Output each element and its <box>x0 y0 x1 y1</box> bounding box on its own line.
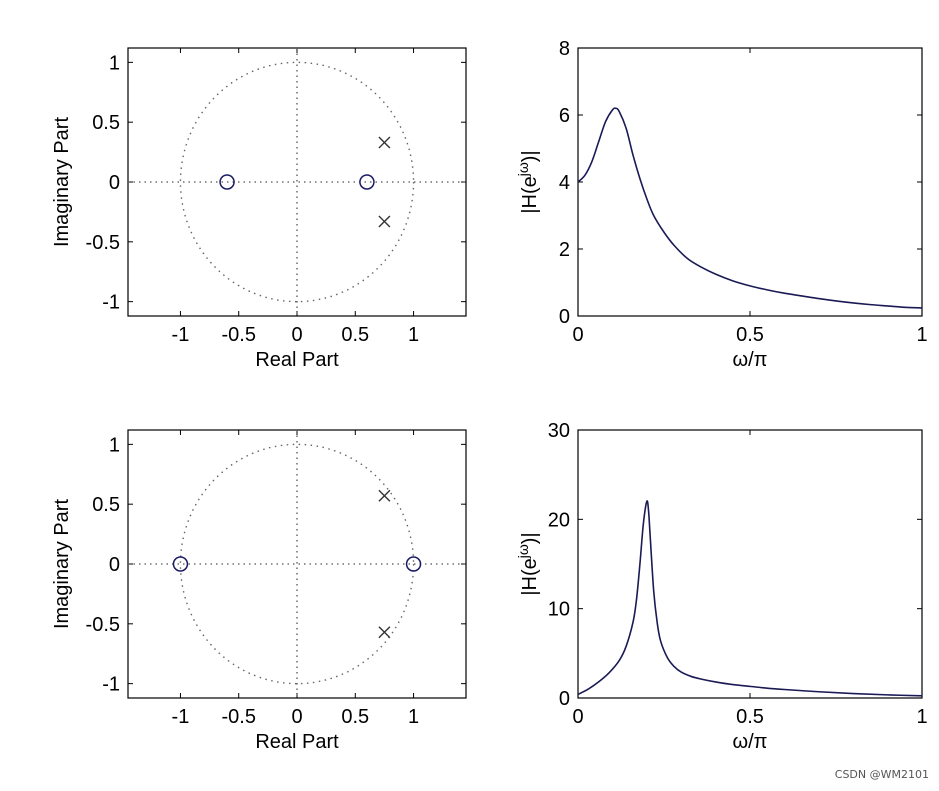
y-tick-label: 0.5 <box>92 494 120 516</box>
y-tick-label: 8 <box>559 38 570 60</box>
y-tick-label: 0.5 <box>92 112 120 134</box>
pole-zero-plot-top: -1 -0.5 0 0.5 1 -1 -0.5 0 0.5 1 Real Part Imaginary… <box>51 47 467 371</box>
x-tick-label: 1 <box>408 706 419 728</box>
zero-marker <box>359 174 375 190</box>
y-tick-label: 30 <box>548 420 570 442</box>
x-tick-label: 0 <box>572 706 583 728</box>
magnitude-response-top: 0 0.5 1 0 2 4 6 8 ω/π |H(ejω)| <box>515 38 928 371</box>
pole-marker <box>378 215 391 228</box>
x-tick-label: -1 <box>172 324 190 346</box>
y-tick-label: 1 <box>109 434 120 456</box>
x-tick-label: 0.5 <box>341 706 369 728</box>
y-tick-label: 0 <box>109 172 120 194</box>
x-tick-label: 0 <box>291 706 302 728</box>
y-tick-label: -0.5 <box>86 614 120 636</box>
y-axis-label: Imaginary Part <box>51 499 73 629</box>
y-tick-label: -1 <box>102 292 120 314</box>
magnitude-line <box>577 500 923 697</box>
y-axis-label: Imaginary Part <box>51 117 73 247</box>
pole-stroke <box>378 136 391 149</box>
x-axis-label: ω/π <box>733 731 768 753</box>
plot-frame <box>577 429 923 699</box>
y-tick-label: 4 <box>559 172 570 194</box>
y-tick-label: -0.5 <box>86 232 120 254</box>
x-tick-label: 0 <box>572 324 583 346</box>
plot-frame <box>577 47 923 317</box>
watermark: CSDN @WM2101 <box>834 768 929 781</box>
y-axis-label: |H(ejω)| <box>515 532 541 595</box>
pole-marker <box>378 136 391 149</box>
x-axis-label: Real Part <box>255 349 339 371</box>
magnitude-line <box>577 107 923 309</box>
zero-marker <box>172 556 189 572</box>
pole-marker <box>378 489 391 502</box>
x-tick-label: 1 <box>916 324 927 346</box>
x-tick-label: 0.5 <box>736 324 764 346</box>
pole-stroke <box>378 215 391 228</box>
unit-circle <box>179 443 415 685</box>
y-tick-label: 10 <box>548 599 570 621</box>
x-axis-label: Real Part <box>255 731 339 753</box>
x-tick-label: 0.5 <box>736 706 764 728</box>
x-tick-label: 0 <box>291 324 302 346</box>
y-tick-label: 0 <box>559 306 570 328</box>
y-tick-label: 20 <box>548 509 570 531</box>
y-tick-label: 6 <box>559 105 570 127</box>
x-tick-label: -1 <box>172 706 190 728</box>
y-tick-label: 0 <box>559 688 570 710</box>
x-tick-label: -0.5 <box>221 324 255 346</box>
pole-marker <box>378 626 391 639</box>
y-tick-label: -1 <box>102 674 120 696</box>
x-tick-label: 0.5 <box>341 324 369 346</box>
y-tick-label: 2 <box>559 239 570 261</box>
pole-stroke <box>378 489 391 502</box>
y-tick-label: 0 <box>109 554 120 576</box>
x-tick-label: -0.5 <box>221 706 255 728</box>
y-tick-label: 1 <box>109 52 120 74</box>
x-axis-label: ω/π <box>733 349 768 371</box>
unit-circle <box>179 61 415 303</box>
x-tick-label: 1 <box>408 324 419 346</box>
zero-marker <box>405 556 422 572</box>
y-axis-label: |H(ejω)| <box>515 150 541 213</box>
x-tick-label: 1 <box>916 706 927 728</box>
zero-marker <box>219 174 235 190</box>
pole-zero-plot-bottom: -1 -0.5 0 0.5 1 -1 -0.5 0 0.5 1 Real Part Imaginary… <box>51 429 467 753</box>
pole-stroke <box>378 626 391 639</box>
